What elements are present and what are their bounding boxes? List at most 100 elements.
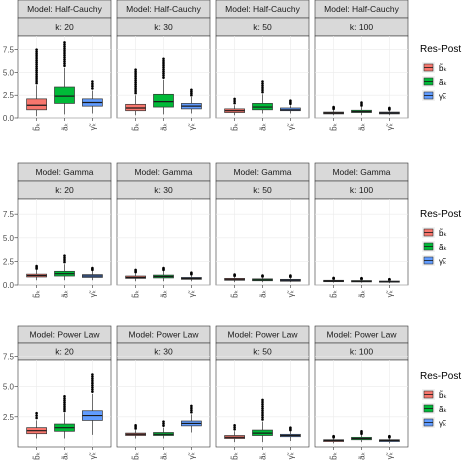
outlier-point [360, 429, 363, 433]
outlier-point [233, 101, 236, 105]
outlier-point [63, 49, 66, 53]
outlier-point [63, 401, 66, 404]
outlier-point [35, 58, 38, 62]
x-tick-label: ãₖ [160, 290, 169, 298]
outlier-point [261, 407, 264, 410]
legend-title: Res-Post [420, 371, 461, 382]
outlier-point [388, 106, 391, 110]
outlier-point [91, 87, 94, 90]
x-tick-label: b̃ₖ [33, 452, 42, 460]
k-strip-label: k: 20 [55, 347, 74, 357]
x-tick-label: ãₖ [358, 290, 367, 298]
outlier-point [35, 54, 38, 58]
legend-entry: ãₖ [439, 405, 447, 414]
outlier-point [35, 48, 38, 51]
outlier-point [233, 99, 236, 103]
boxplot [323, 105, 344, 116]
outlier-point [134, 68, 137, 72]
outlier-point [91, 80, 94, 83]
outlier-point [63, 41, 66, 44]
facet-row: 0.0 2.5 5.0 7.5 Model: Half-Cauchy k: 20 b̃ₖ ãₖ… [3, 0, 461, 131]
outlier-point [134, 91, 137, 95]
outlier-point [91, 390, 94, 393]
outlier-point [261, 400, 264, 404]
outlier-point [261, 415, 264, 419]
x-tick-label: ãₖ [358, 452, 367, 460]
facet-panel: Model: Gamma k: 20 b̃ₖ ãₖ γ̃ₖ [17, 162, 112, 298]
model-strip-label: Model: Half-Cauchy [126, 4, 201, 14]
boxplot [82, 80, 103, 114]
model-strip-label: Model: Gamma [35, 167, 93, 177]
outlier-point [261, 82, 264, 85]
legend-entry: ãₖ [439, 78, 447, 87]
outlier-point [162, 72, 165, 75]
outlier-point [63, 397, 66, 400]
outlier-point [91, 379, 94, 383]
facet-panel: Model: Gamma k: 50 b̃ₖ ãₖ γ̃ₖ [215, 162, 310, 298]
x-tick-label: b̃ₖ [33, 123, 42, 131]
outlier-point [63, 43, 66, 46]
outlier-point [261, 413, 264, 417]
outlier-point [261, 274, 264, 277]
boxplot [252, 398, 273, 443]
outlier-point [91, 388, 94, 391]
outlier-point [134, 76, 137, 80]
x-tick-label: γ̃ₖ [385, 290, 394, 297]
outlier-point [63, 53, 66, 57]
legend: Res-Post b̃ₖ ãₖ γ̃ₖ [420, 209, 461, 266]
legend-entry: b̃ₖ [439, 229, 447, 238]
outlier-point [134, 85, 137, 89]
model-strip-label: Model: Half-Cauchy [225, 4, 300, 14]
outlier-point [91, 84, 94, 88]
x-tick-label: b̃ₖ [231, 123, 240, 131]
legend-entry: b̃ₖ [439, 64, 447, 73]
outlier-point [134, 83, 137, 86]
outlier-point [63, 409, 66, 413]
outlier-point [134, 72, 137, 76]
outlier-point [35, 56, 38, 60]
outlier-point [134, 79, 137, 82]
legend-entry: γ̃ₖ [439, 92, 446, 101]
outlier-point [91, 383, 94, 387]
outlier-point [35, 81, 38, 85]
outlier-point [190, 404, 193, 408]
outlier-point [63, 405, 66, 409]
boxplot [280, 274, 301, 283]
outlier-point [162, 59, 165, 63]
x-tick-label: ãₖ [61, 290, 70, 298]
facet-panel: Model: Power Law k: 30 b̃ₖ ãₖ γ̃ₖ [116, 325, 211, 460]
outlier-point [35, 69, 38, 72]
facet-panel: Model: Gamma k: 30 b̃ₖ ãₖ γ̃ₖ [116, 162, 211, 298]
outlier-point [91, 266, 94, 270]
boxplot [379, 106, 400, 116]
outlier-point [261, 88, 264, 92]
x-tick-label: b̃ₖ [231, 290, 240, 298]
model-strip-label: Model: Half-Cauchy [324, 4, 399, 14]
outlier-point [162, 420, 165, 423]
boxplot [224, 273, 245, 283]
outlier-point [190, 410, 193, 414]
model-strip-label: Model: Gamma [233, 167, 291, 177]
y-tick-label: 7.5 [3, 352, 15, 361]
legend-title: Res-Post [420, 44, 461, 55]
outlier-point [63, 64, 66, 68]
boxplot [224, 97, 245, 116]
x-tick-label: ãₖ [61, 123, 70, 131]
outlier-point [134, 89, 137, 93]
legend-entry: ãₖ [439, 243, 447, 252]
x-tick-label: b̃ₖ [330, 123, 339, 131]
facet-panel: Model: Half-Cauchy k: 100 b̃ₖ ãₖ γ̃ₖ [314, 0, 409, 131]
outlier-point [35, 77, 38, 81]
outlier-point [261, 409, 264, 413]
k-strip-label: k: 100 [350, 185, 373, 195]
y-tick-label: 5.0 [3, 68, 15, 77]
outlier-point [91, 386, 94, 389]
boxplot [82, 266, 103, 281]
facet-panel: Model: Gamma k: 100 b̃ₖ ãₖ γ̃ₖ [314, 162, 409, 298]
facet-panel: Model: Half-Cauchy k: 30 b̃ₖ ãₖ γ̃ₖ [116, 0, 211, 131]
outlier-point [261, 418, 264, 421]
facet-panel: Model: Power Law k: 50 b̃ₖ ãₖ γ̃ₖ [215, 325, 310, 460]
k-strip-label: k: 30 [154, 22, 173, 32]
